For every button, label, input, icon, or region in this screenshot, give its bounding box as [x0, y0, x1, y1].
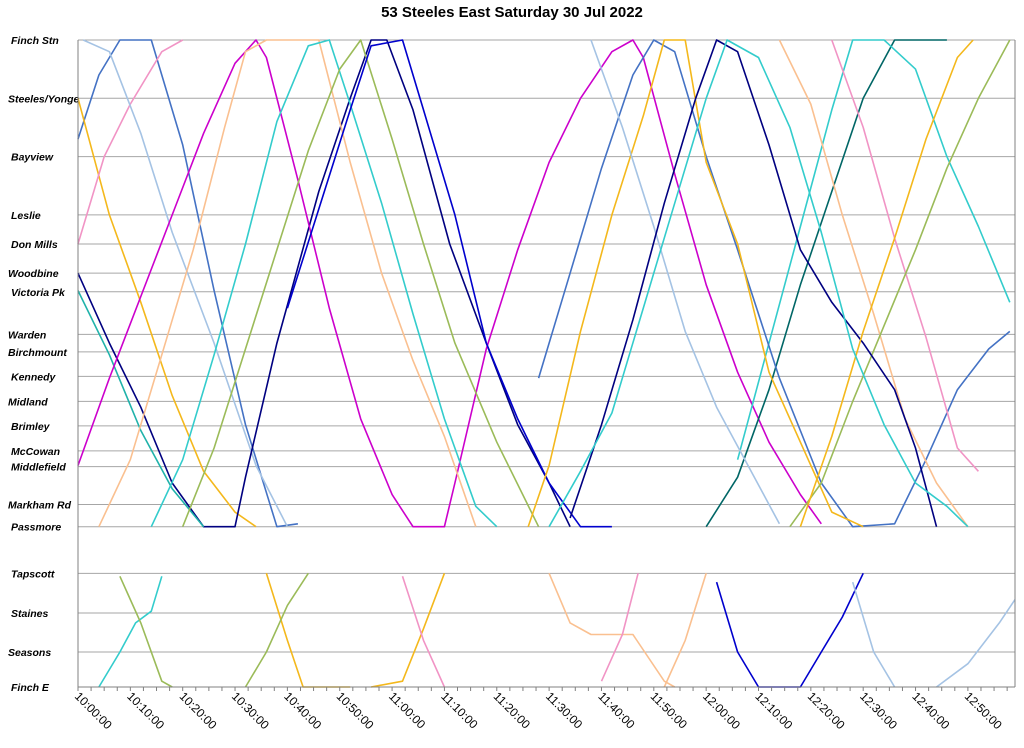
series-line-trip-15: [527, 39, 864, 528]
series-line-trip-tail-3: [265, 573, 351, 688]
y-tick-label: Steeles/Yonge: [8, 93, 80, 105]
x-tick-label: 10:00:00: [72, 689, 115, 732]
x-tick-label: 11:50:00: [648, 689, 691, 732]
x-tick-label: 10:10:00: [124, 689, 167, 732]
series-line-trip-tail-11: [851, 581, 896, 688]
series-line-trip-14: [537, 39, 1011, 528]
series-line-trip-7: [77, 39, 822, 528]
series-line-trip-22: [548, 39, 969, 528]
y-tick-label: Bayview: [11, 152, 54, 164]
y-tick-label: McCowan: [11, 446, 60, 458]
y-tick-label: Markham Rd: [8, 500, 72, 512]
y-tick-label: Don Mills: [11, 239, 58, 251]
y-axis-labels: Finch Stn Steeles/Yonge Bayview Leslie Don M…: [8, 35, 80, 694]
series-line-trip-16: [831, 39, 979, 472]
x-tick-label: 12:40:00: [909, 689, 952, 732]
series-line-trip-9: [150, 39, 498, 528]
x-tick-label: 11:00:00: [386, 689, 429, 732]
y-tick-label: Kennedy: [11, 371, 57, 383]
x-tick-label: 10:30:00: [229, 689, 272, 732]
series-line-trip-17: [778, 39, 969, 528]
y-tick-label: Finch E: [11, 682, 50, 694]
x-axis-labels: 10:00:00 10:10:00 10:20:00 10:30:00 10:40:00…: [72, 689, 1005, 732]
series-line-trip-21: [799, 39, 974, 527]
y-tick-label: Midland: [8, 396, 48, 408]
x-tick-label: 11:30:00: [543, 689, 586, 732]
gridlines: [78, 39, 1015, 653]
y-tick-label: Victoria Pk: [11, 287, 66, 299]
series-line-trip-tail-5: [370, 573, 446, 688]
x-tick-label: 10:40:00: [281, 689, 324, 732]
series-line-trip-10: [181, 39, 540, 528]
x-tick-label: 12:30:00: [857, 689, 900, 732]
series-line-trip-tail-9: [663, 573, 707, 688]
series-line-trip-11: [286, 39, 612, 528]
series-line-trip-8: [98, 39, 477, 528]
y-tick-label: Woodbine: [8, 268, 59, 280]
series-line-trip-tail-6: [401, 576, 446, 688]
x-tick-label: 12:50:00: [962, 689, 1005, 732]
series-line-trip-tail-8: [600, 573, 639, 682]
x-tick-label: 12:20:00: [805, 689, 848, 732]
y-tick-label: Leslie: [11, 210, 41, 222]
series-line-trip-2: [77, 98, 257, 528]
y-tick-label: Staines: [11, 608, 49, 620]
x-tick-label: 12:10:00: [752, 689, 795, 732]
series-line-trip-tail-7: [548, 572, 676, 688]
y-tick-label: Tapscott: [11, 568, 55, 580]
series-line-trip-tail-4: [244, 572, 309, 688]
x-tick-label: 10:50:00: [334, 689, 377, 732]
y-tick-label: Passmore: [11, 522, 61, 534]
series-line-trip-20: [569, 39, 938, 527]
series-line-trip-tail-2: [119, 575, 173, 688]
series-line-trip-12: [705, 39, 947, 528]
series-group: [77, 39, 1016, 688]
y-tick-label: Warden: [8, 329, 46, 341]
y-tick-label: Seasons: [8, 647, 51, 659]
x-tick-label: 11:20:00: [491, 689, 534, 732]
x-tick-label: 12:00:00: [700, 689, 743, 732]
series-line-trip-13: [736, 39, 1011, 460]
x-tick-label: 11:40:00: [595, 689, 638, 732]
y-tick-label: Birchmount: [8, 347, 67, 359]
axes: [77, 40, 1016, 691]
series-line-trip-4: [82, 39, 289, 528]
y-tick-label: Brimley: [11, 421, 51, 433]
series-line-trip-tail-10: [715, 572, 864, 688]
series-line-trip-6: [77, 290, 205, 528]
x-tick-label: 10:20:00: [177, 689, 220, 732]
x-tick-label: 11:10:00: [438, 689, 481, 732]
series-line-trip-tail-12: [936, 599, 1016, 688]
series-line-trip-1: [77, 39, 299, 528]
y-tick-label: Middlefield: [11, 462, 66, 474]
series-line-trip-tail-1: [98, 576, 163, 688]
chart-title: 53 Steeles East Saturday 30 Jul 2022: [381, 4, 643, 21]
series-line-trip-19: [789, 39, 1011, 528]
y-tick-label: Finch Stn: [11, 35, 59, 47]
series-line-trip-18: [590, 39, 781, 525]
